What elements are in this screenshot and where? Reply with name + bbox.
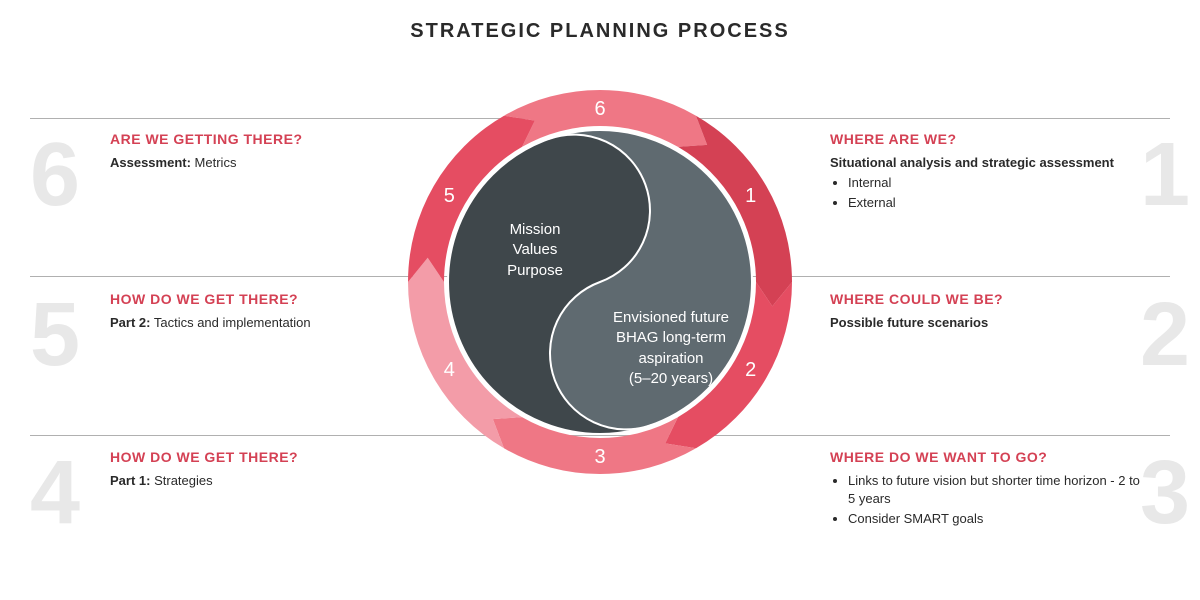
step-4-body: Part 1: Strategies bbox=[110, 472, 370, 490]
ring-number-6: 6 bbox=[594, 98, 605, 120]
step-3: WHERE DO WE WANT TO GO? Links to future … bbox=[830, 448, 1150, 530]
step-4: HOW DO WE GET THERE? Part 1: Strategies bbox=[110, 448, 370, 490]
step-6-heading: ARE WE GETTING THERE? bbox=[110, 130, 370, 150]
step-5-heading: HOW DO WE GET THERE? bbox=[110, 290, 370, 310]
step-1: WHERE ARE WE? Situational analysis and s… bbox=[830, 130, 1150, 214]
bg-num-5: 5 bbox=[30, 290, 80, 380]
step-2: WHERE COULD WE BE? Possible future scena… bbox=[830, 290, 1150, 332]
ring-number-4: 4 bbox=[444, 359, 455, 381]
ring-number-1: 1 bbox=[745, 185, 756, 207]
inner-right-text: Envisioned futureBHAG long-termaspiratio… bbox=[596, 308, 746, 389]
cycle-diagram: 6 1 2 3 4 5 MissionValuesPurpose Envisioned f… bbox=[408, 90, 792, 474]
ring-number-3: 3 bbox=[594, 446, 605, 468]
inner-left-text: MissionValuesPurpose bbox=[470, 220, 600, 281]
step-6: ARE WE GETTING THERE? Assessment: Metric… bbox=[110, 130, 370, 172]
step-5-body: Part 2: Tactics and implementation bbox=[110, 314, 370, 332]
step-1-body: Situational analysis and strategic asses… bbox=[830, 154, 1150, 213]
page-title: STRATEGIC PLANNING PROCESS bbox=[0, 20, 1200, 43]
step-5: HOW DO WE GET THERE? Part 2: Tactics and… bbox=[110, 290, 370, 332]
bg-num-4: 4 bbox=[30, 448, 80, 538]
step-1-heading: WHERE ARE WE? bbox=[830, 130, 1150, 150]
bg-num-6: 6 bbox=[30, 130, 80, 220]
step-2-body: Possible future scenarios bbox=[830, 314, 1150, 332]
step-6-body: Assessment: Metrics bbox=[110, 154, 370, 172]
step-4-heading: HOW DO WE GET THERE? bbox=[110, 448, 370, 468]
ring-number-5: 5 bbox=[444, 185, 455, 207]
step-3-body: Links to future vision but shorter time … bbox=[830, 472, 1150, 529]
step-2-heading: WHERE COULD WE BE? bbox=[830, 290, 1150, 310]
step-3-heading: WHERE DO WE WANT TO GO? bbox=[830, 448, 1150, 468]
ring-number-2: 2 bbox=[745, 359, 756, 381]
